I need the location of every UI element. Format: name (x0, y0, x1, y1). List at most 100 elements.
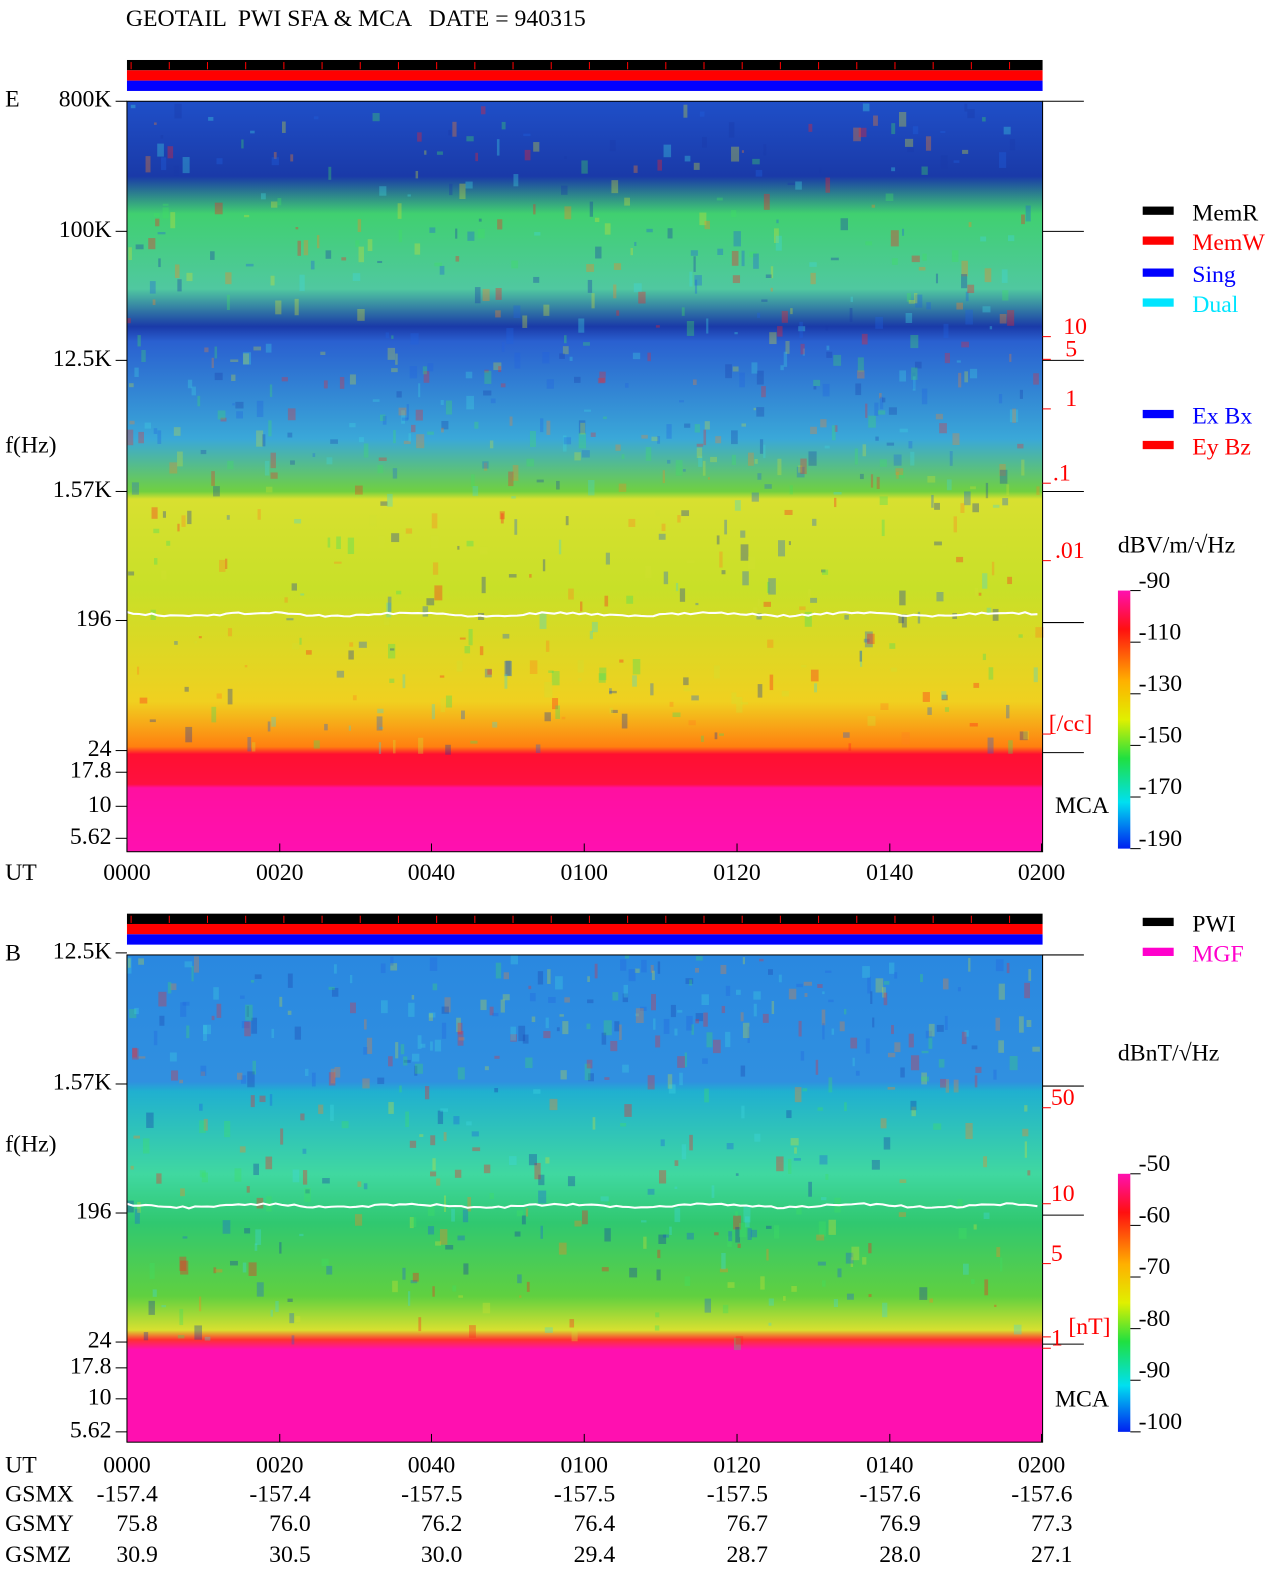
spectrogram-cell (279, 996, 283, 1007)
spectrogram-cell (728, 1231, 733, 1242)
spectrogram-cell (215, 1269, 223, 1273)
spectrogram-cell (484, 1066, 489, 1071)
spectrogram-cell (286, 618, 294, 621)
spectrogram-cell (883, 981, 890, 985)
spectrogram-cell (1028, 969, 1032, 981)
colorbar-label: dBV/m/√Hz (1118, 533, 1235, 559)
spectrogram-cell (741, 250, 745, 267)
spectrogram-cell (763, 193, 770, 210)
spectrogram-cell (674, 1028, 678, 1036)
spectrogram-cell (674, 1207, 681, 1223)
spectrogram-cell (429, 957, 438, 971)
spectrogram-cell (439, 1229, 448, 1245)
spectrogram-cell (655, 1035, 661, 1048)
spectrogram-cell (660, 1139, 665, 1147)
spectrogram-cell (271, 716, 276, 727)
spectrogram-cell (1009, 353, 1012, 362)
spectrogram-cell (177, 523, 180, 532)
spectrogram-cell (303, 240, 309, 256)
spectrogram-cell (795, 181, 802, 190)
spectrogram-cell (457, 1067, 465, 1080)
legend-swatch (1142, 268, 1174, 277)
spectrogram-cell (868, 415, 876, 428)
spectrogram-cell (470, 474, 475, 488)
spectrogram-cell (911, 255, 920, 263)
spectrogram-cell (882, 397, 886, 403)
spectrogram-cell (850, 296, 853, 303)
spectrogram-cell (761, 299, 768, 302)
spectrogram-cell (753, 407, 757, 411)
spectrogram-cell (850, 1257, 854, 1268)
spectrogram-cell (650, 964, 654, 973)
spectrogram-cell (588, 1073, 594, 1082)
spectrogram-cell (534, 1162, 541, 1180)
spectrogram-cell (852, 1057, 855, 1067)
spectrogram-cell (840, 218, 848, 231)
spectrogram-cell (467, 231, 475, 241)
spectrogram-cell (180, 1188, 185, 1197)
spectrogram-cell (656, 1269, 661, 1281)
spectrogram-cell (533, 276, 540, 283)
spectrogram-cell (837, 1268, 842, 1278)
spectrogram-cell (441, 1022, 447, 1039)
spectrogram-cell (688, 720, 696, 726)
spectrogram-cell (434, 585, 443, 601)
spectrogram-cell (1023, 730, 1030, 740)
spectrogram-cell (378, 742, 382, 754)
spectrogram-cell (379, 414, 386, 421)
spectrogram-cell (621, 713, 628, 729)
status-bar (126, 59, 1043, 71)
spectrogram-cell (862, 103, 870, 112)
spectrogram-cell (686, 321, 695, 336)
spectrogram-cell (294, 298, 299, 316)
spectrogram-cell (949, 451, 953, 466)
time-label: 0120 (713, 860, 760, 886)
spectrogram-cell (796, 466, 805, 478)
spectrogram-cell (640, 1006, 647, 1012)
spectrogram-cell (601, 1267, 609, 1272)
spectrogram-cell (776, 219, 779, 224)
spectrogram-cell (157, 143, 164, 157)
spectrogram-cell (142, 1138, 150, 1154)
spectrogram-cell (985, 482, 989, 499)
spectrogram-cell (577, 660, 584, 673)
spectrogram-cell (445, 400, 453, 415)
spectrogram-cell (667, 459, 671, 464)
spectrogram-cell (494, 1055, 500, 1059)
spectrogram-cell (253, 1163, 259, 1176)
spectrogram-cell (387, 347, 396, 360)
spectrogram-cell (817, 1261, 826, 1266)
spectrogram-cell (998, 394, 1003, 404)
spectrogram-cell (993, 1069, 997, 1080)
spectrogram-cell (975, 1066, 982, 1073)
spectrogram-cell (655, 325, 660, 328)
legend-swatch (1142, 298, 1174, 307)
spectrogram-cell (609, 139, 616, 152)
spectrogram-cell (898, 1212, 907, 1217)
spectrogram-cell (177, 1335, 185, 1339)
spectrogram-cell (161, 1305, 166, 1308)
spectrogram-cell (731, 146, 740, 162)
density-label: 5 (1051, 1241, 1063, 1267)
spectrogram-cell (857, 357, 864, 372)
spectrogram-cell (230, 359, 239, 363)
spectrogram-cell (403, 440, 411, 445)
spectrogram-cell (936, 1024, 944, 1032)
spectrogram-cell (465, 181, 473, 189)
spectrogram-cell (268, 420, 272, 437)
spectrogram-cell (604, 1077, 610, 1080)
spectrogram-cell (529, 660, 538, 674)
freq-label: 24 (88, 1328, 112, 1354)
spectrogram-cell (326, 457, 333, 465)
spectrogram-cell (339, 376, 345, 389)
spectrogram-cell (810, 597, 818, 603)
spectrogram-cell (674, 1186, 678, 1189)
spectrogram-cell (984, 1279, 989, 1296)
spectrogram-cell (525, 1208, 529, 1217)
spectrogram-cell (260, 193, 266, 200)
spectrogram-cell (437, 1110, 444, 1125)
spectrogram-cell (962, 1263, 969, 1275)
spectrogram-cell (594, 963, 598, 979)
spectrogram-cell (753, 991, 761, 1000)
spectrogram-cell (552, 698, 559, 710)
